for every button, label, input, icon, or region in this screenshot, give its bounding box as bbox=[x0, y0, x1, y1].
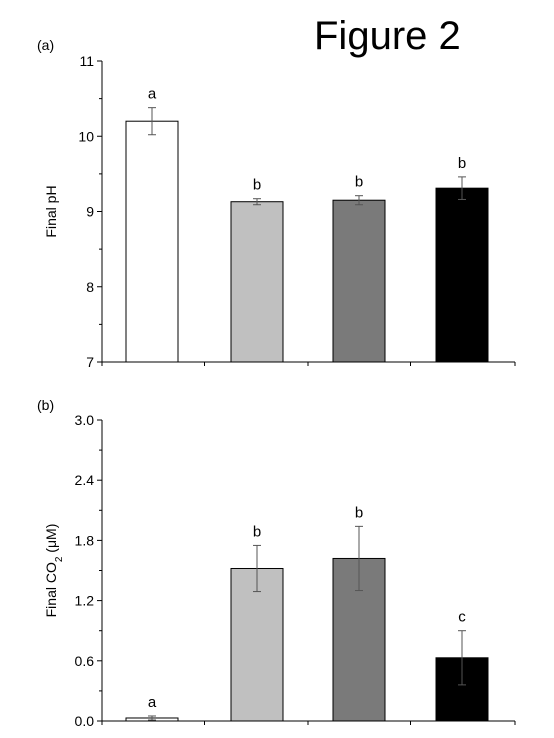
significance-letter: a bbox=[148, 694, 157, 711]
significance-letter: b bbox=[253, 523, 261, 540]
significance-letter: b bbox=[458, 155, 466, 172]
significance-letter: a bbox=[148, 86, 157, 103]
y-tick-label: 3.0 bbox=[75, 412, 95, 428]
y-tick-label: 0.6 bbox=[75, 653, 95, 669]
figure-title: Figure 2 bbox=[314, 14, 461, 58]
significance-letter: b bbox=[355, 504, 363, 521]
y-tick-label: 0.0 bbox=[75, 713, 95, 729]
panel-label: (a) bbox=[37, 37, 54, 53]
y-tick-label: 11 bbox=[79, 53, 94, 69]
panel-label: (b) bbox=[37, 397, 54, 413]
significance-letter: b bbox=[355, 174, 363, 191]
bar bbox=[435, 187, 489, 363]
y-axis-label: Final pH bbox=[43, 185, 59, 237]
panel-b: (b) 0.0 0.6 1.2 1.8 2.4 3.0 Final CO2 (μM) a b b c bbox=[37, 397, 516, 729]
y-tick-label: 10 bbox=[78, 128, 94, 144]
y-tick-label: 8 bbox=[86, 279, 94, 295]
bar bbox=[230, 201, 284, 363]
significance-letter: b bbox=[253, 177, 261, 194]
y-tick-label: 9 bbox=[86, 204, 94, 220]
bar bbox=[332, 557, 386, 722]
bar bbox=[332, 199, 386, 363]
y-tick-label: 1.8 bbox=[75, 532, 95, 548]
significance-letter: c bbox=[458, 609, 466, 626]
y-axis-label: Final CO2 (μM) bbox=[43, 524, 65, 618]
y-tick-label: 1.2 bbox=[75, 593, 95, 609]
bar bbox=[125, 120, 179, 363]
y-tick-label: 7 bbox=[86, 354, 94, 370]
panel-a: (a) 7 8 9 10 11 Final pH a b b b bbox=[37, 37, 516, 370]
y-tick-label: 2.4 bbox=[75, 472, 95, 488]
bar bbox=[230, 567, 284, 722]
